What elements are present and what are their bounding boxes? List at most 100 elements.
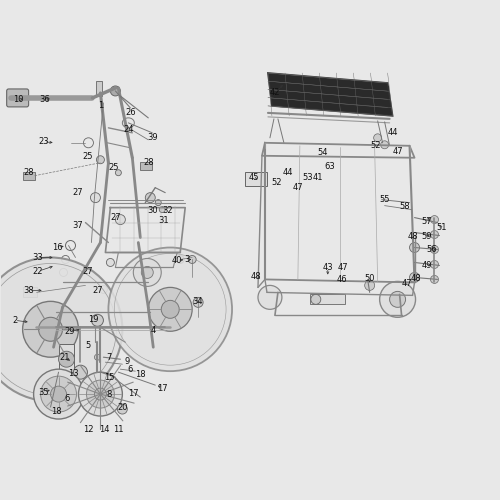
- Text: 18: 18: [135, 370, 145, 378]
- Circle shape: [430, 216, 438, 224]
- Text: 47: 47: [392, 148, 403, 156]
- Circle shape: [116, 170, 121, 175]
- Text: 44: 44: [282, 168, 293, 177]
- Circle shape: [96, 372, 106, 382]
- Text: 52: 52: [272, 178, 282, 187]
- Text: 41: 41: [312, 173, 323, 182]
- Text: 26: 26: [125, 108, 136, 118]
- Text: 42: 42: [270, 88, 280, 98]
- Circle shape: [90, 192, 101, 202]
- Bar: [22, 288, 36, 298]
- Text: 18: 18: [51, 406, 62, 416]
- Text: 27: 27: [110, 213, 120, 222]
- Text: 31: 31: [158, 216, 168, 225]
- Text: 8: 8: [106, 390, 112, 398]
- Polygon shape: [268, 73, 392, 116]
- Circle shape: [40, 376, 76, 412]
- Text: 45: 45: [248, 173, 259, 182]
- Text: 9: 9: [124, 356, 130, 366]
- Text: 22: 22: [32, 267, 43, 276]
- Text: 21: 21: [60, 352, 70, 362]
- Circle shape: [430, 230, 438, 238]
- Text: 47: 47: [402, 279, 412, 288]
- Circle shape: [364, 280, 374, 290]
- Circle shape: [156, 200, 161, 205]
- Text: 29: 29: [64, 327, 75, 336]
- Text: 28: 28: [24, 168, 34, 177]
- Circle shape: [142, 266, 154, 278]
- Circle shape: [74, 365, 88, 379]
- Text: 20: 20: [117, 402, 128, 411]
- Text: 11: 11: [113, 424, 124, 434]
- Circle shape: [311, 294, 321, 304]
- Circle shape: [78, 372, 122, 416]
- Circle shape: [106, 258, 114, 266]
- Text: 48: 48: [410, 274, 421, 283]
- Text: 10: 10: [14, 96, 24, 104]
- Text: 25: 25: [82, 152, 92, 162]
- Text: 54: 54: [318, 148, 328, 158]
- Circle shape: [50, 386, 66, 402]
- Text: 3: 3: [184, 255, 190, 264]
- Bar: [310, 294, 344, 304]
- Text: 14: 14: [99, 424, 110, 434]
- Text: 34: 34: [192, 297, 202, 306]
- Text: 39: 39: [147, 134, 158, 142]
- Text: 28: 28: [143, 158, 154, 167]
- Bar: [58, 344, 74, 372]
- Circle shape: [188, 256, 196, 264]
- Circle shape: [258, 286, 282, 310]
- Circle shape: [410, 242, 420, 252]
- Circle shape: [146, 192, 156, 202]
- Circle shape: [116, 214, 126, 224]
- Text: 32: 32: [162, 206, 172, 215]
- Text: 37: 37: [72, 221, 83, 230]
- Circle shape: [430, 260, 438, 268]
- Circle shape: [108, 248, 232, 371]
- Circle shape: [110, 86, 120, 96]
- Circle shape: [161, 300, 179, 318]
- Circle shape: [374, 134, 382, 142]
- Circle shape: [58, 351, 74, 367]
- Text: 4: 4: [150, 326, 156, 335]
- Text: 17: 17: [157, 384, 168, 392]
- Text: 24: 24: [123, 126, 134, 134]
- Circle shape: [410, 272, 420, 282]
- Text: 47: 47: [292, 183, 303, 192]
- Circle shape: [96, 156, 104, 164]
- Circle shape: [176, 256, 184, 264]
- Text: 23: 23: [38, 138, 49, 146]
- Text: 63: 63: [324, 162, 335, 171]
- Circle shape: [34, 369, 84, 419]
- Text: 51: 51: [436, 223, 446, 232]
- Text: 27: 27: [92, 286, 102, 295]
- Circle shape: [193, 298, 203, 308]
- Circle shape: [94, 388, 106, 400]
- Text: 47: 47: [338, 263, 348, 272]
- Circle shape: [92, 314, 104, 326]
- Text: 25: 25: [108, 163, 118, 172]
- Text: 6: 6: [65, 394, 70, 402]
- Bar: [22, 172, 34, 179]
- Text: 7: 7: [106, 352, 112, 362]
- Circle shape: [86, 380, 115, 408]
- Text: 19: 19: [88, 315, 99, 324]
- Text: 55: 55: [380, 195, 390, 204]
- Text: 15: 15: [104, 372, 115, 382]
- Text: 1: 1: [98, 102, 103, 110]
- Text: 35: 35: [38, 388, 49, 396]
- Circle shape: [430, 246, 438, 254]
- Text: 56: 56: [426, 245, 437, 254]
- Text: 58: 58: [400, 202, 410, 211]
- Text: 46: 46: [336, 275, 347, 284]
- Bar: [96, 81, 102, 96]
- Text: 33: 33: [32, 253, 43, 262]
- Text: 12: 12: [83, 424, 94, 434]
- Text: 27: 27: [72, 188, 83, 197]
- Circle shape: [380, 141, 388, 149]
- Text: 40: 40: [172, 256, 182, 265]
- Text: 13: 13: [68, 368, 79, 378]
- Circle shape: [100, 286, 108, 294]
- Circle shape: [390, 292, 406, 308]
- Text: 43: 43: [322, 263, 333, 272]
